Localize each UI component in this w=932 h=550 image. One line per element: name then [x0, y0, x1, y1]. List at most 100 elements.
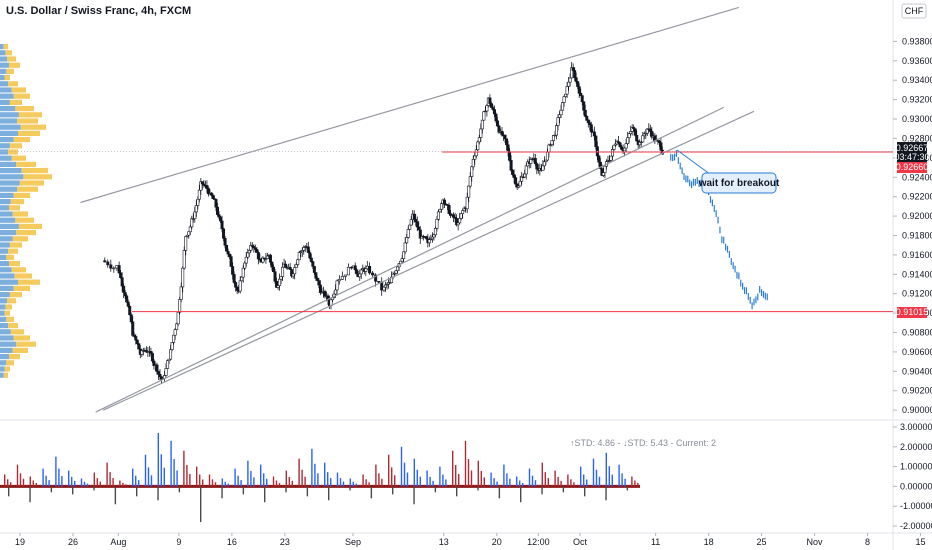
x-tick-label: Aug [110, 537, 126, 547]
osc-bar-positive [445, 479, 447, 487]
osc-bar-positive [544, 472, 546, 487]
osc-bar-positive [138, 480, 140, 487]
candle-body [585, 116, 589, 121]
osc-bar-positive [298, 458, 300, 487]
candle-body [641, 135, 645, 143]
profile-bar-yellow [7, 298, 16, 304]
candle-body [156, 371, 160, 375]
osc-bar-positive [324, 462, 326, 487]
osc-bar-positive [503, 464, 505, 487]
profile-bar-blue [0, 192, 14, 198]
candle-body [184, 236, 188, 251]
candle-body [178, 299, 182, 313]
x-tick-label: 25 [757, 537, 767, 547]
x-tick-label: Sep [345, 537, 361, 547]
osc-bar-positive [365, 479, 367, 487]
candle-body [632, 127, 636, 130]
candle-body [149, 351, 153, 354]
candle-body [246, 252, 250, 258]
candle-body [406, 229, 410, 238]
candle-body [309, 257, 313, 262]
candle-body [291, 273, 295, 277]
osc-bar-positive [214, 482, 217, 487]
candle-body [150, 353, 154, 362]
candle-body [492, 109, 496, 115]
profile-bar-blue [0, 304, 6, 310]
profile-bar-yellow [19, 180, 44, 186]
osc-bar-positive [452, 450, 454, 487]
osc-bar-positive [573, 482, 575, 487]
profile-bar-yellow [4, 75, 10, 81]
profile-bar-yellow [11, 267, 26, 273]
candle-body [190, 218, 194, 228]
profile-bar-yellow [6, 254, 14, 260]
osc-bar-positive [394, 475, 396, 487]
candle-body [232, 274, 236, 283]
candle-body [323, 291, 327, 297]
osc-bar-positive [260, 464, 262, 487]
annotation-callout: wait for breakout [676, 149, 780, 194]
profile-bar-yellow [12, 236, 28, 242]
candle-body [491, 107, 495, 110]
candle-body [542, 161, 546, 167]
candle-body [302, 247, 306, 251]
osc-bar-positive [132, 468, 134, 487]
candle-body [265, 255, 269, 259]
profile-bar-blue [0, 155, 12, 161]
candle-body [517, 185, 521, 188]
osc-bar-positive [429, 476, 431, 487]
candle-body [653, 135, 657, 141]
osc-bar-positive [541, 462, 543, 487]
osc-bar-positive [74, 480, 76, 487]
y-tick-label: 0.90200 [902, 386, 932, 396]
candle-body [409, 219, 413, 226]
osc-y-tick-label: 0.00000 [900, 481, 932, 491]
candle-body [229, 256, 233, 267]
support-price-text: 0.91015 [896, 307, 929, 317]
osc-bar-positive [560, 480, 562, 487]
osc-bar-positive [19, 473, 22, 487]
candle-body [158, 373, 162, 378]
profile-bar-yellow [13, 335, 30, 341]
osc-bar-positive [163, 467, 165, 487]
profile-bar-blue [0, 44, 4, 50]
profile-bar-blue [0, 81, 9, 87]
osc-bar-positive [330, 478, 332, 487]
y-tick-label: 0.93800 [902, 36, 932, 46]
candle-body [565, 86, 569, 95]
candle-body [235, 286, 239, 291]
candle-body [241, 267, 245, 278]
x-tick-label: 18 [704, 537, 714, 547]
osc-bar-positive [208, 474, 211, 487]
profile-bar-blue [0, 205, 9, 211]
candle-body [473, 155, 477, 160]
profile-bar-yellow [13, 285, 30, 291]
candle-body [334, 289, 338, 295]
profile-bar-yellow [17, 186, 38, 192]
candle-body [541, 165, 545, 171]
candle-body [594, 135, 598, 148]
candle-body [134, 336, 138, 341]
osc-bar-positive [391, 467, 393, 487]
candle-body [211, 194, 215, 200]
profile-bar-blue [0, 310, 5, 316]
candle-body [182, 250, 186, 269]
osc-bar-positive [381, 478, 383, 487]
candle-body [170, 342, 174, 350]
candle-body [215, 206, 219, 215]
chart-title: U.S. Dollar / Swiss Franc, 4h, FXCM [6, 5, 191, 17]
osc-bar-negative [456, 486, 458, 497]
candle-body [405, 237, 409, 244]
profile-bar-blue [0, 130, 18, 136]
profile-bar-blue [0, 75, 5, 81]
candle-body [489, 103, 493, 108]
profile-bar-blue [0, 99, 10, 105]
osc-bar-negative [477, 486, 479, 491]
profile-bar-blue [0, 137, 14, 143]
osc-bar-positive [186, 465, 188, 487]
osc-bar-positive [580, 466, 582, 487]
candle-body [468, 176, 472, 187]
osc-bar-positive [362, 474, 364, 487]
candle-body [435, 218, 439, 229]
candle-body [131, 321, 135, 336]
